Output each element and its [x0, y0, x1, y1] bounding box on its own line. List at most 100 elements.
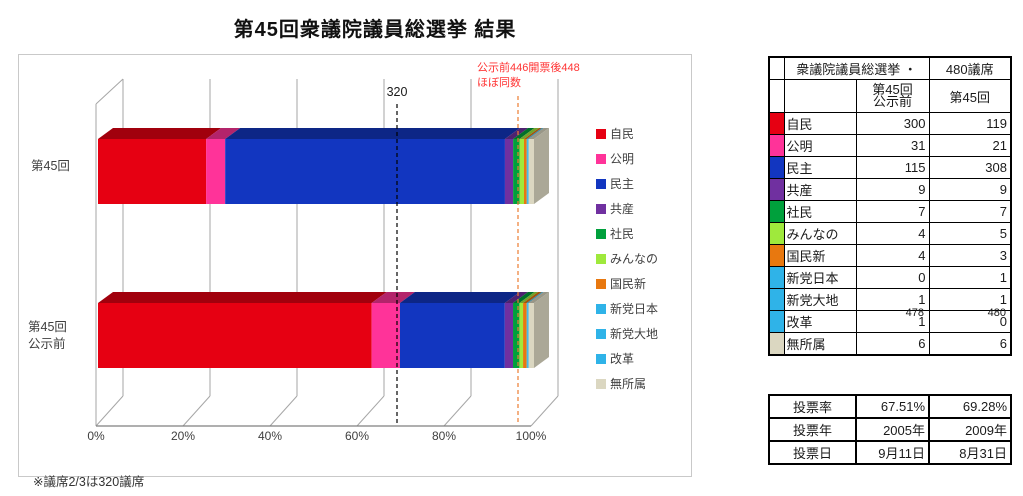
- legend-label: 共産: [610, 202, 635, 216]
- seats-after-cell: 5: [928, 222, 1012, 245]
- category-label-line2: 公示前: [28, 337, 66, 351]
- legend-item-無所属: 無所属: [596, 371, 688, 396]
- seats-table-label-header: [783, 79, 857, 113]
- legend-color-chip: [596, 228, 606, 239]
- seats-col-before-header: 第45回 公示前: [855, 79, 930, 113]
- coalition-annotation-line1: 公示前446開票後448: [477, 62, 580, 74]
- bar-segment-みんなの: [519, 139, 525, 204]
- vote-2005-cell: 67.51%: [855, 394, 930, 419]
- bar-segment-無所属: [528, 139, 534, 204]
- legend-color-chip: [596, 153, 606, 164]
- legend-color-chip: [596, 378, 606, 389]
- seats-before-cell: 4: [855, 244, 930, 267]
- seats-after-cell: 0: [928, 310, 1012, 333]
- bar-top-無所属: [528, 292, 549, 303]
- party-color-cell: [768, 244, 785, 267]
- seats-row-新党日本: 新党日本 0 1: [768, 266, 1012, 289]
- bar-segment-民主: [399, 303, 505, 368]
- legend-color-chip: [596, 178, 606, 189]
- bar-segment-自民: [98, 303, 372, 368]
- legend-item-共産: 共産: [596, 196, 688, 221]
- bar-top-公明: [371, 292, 415, 303]
- seats-after-cell: 3: [928, 244, 1012, 267]
- vote-2005-cell: 9月11日: [855, 440, 930, 465]
- bar-segment-共産: [504, 303, 514, 368]
- legend-label: 公明: [610, 152, 635, 166]
- party-name-cell: 国民新: [783, 244, 857, 267]
- legend-label: 自民: [610, 127, 635, 141]
- bar-segment-国民新: [523, 303, 527, 368]
- legend-color-chip: [596, 203, 606, 214]
- seats-row-社民: 社民 7 7: [768, 200, 1012, 223]
- bar-segment-共産: [504, 139, 514, 204]
- bar-top-みんなの: [519, 292, 539, 303]
- wall-top-slant: [95, 78, 124, 105]
- legend-label: 社民: [610, 227, 635, 241]
- category-label-line1: 第45回: [28, 320, 67, 334]
- seats-row-国民新: 国民新 4 3: [768, 244, 1012, 267]
- legend-item-自民: 自民: [596, 121, 688, 146]
- bar-top-公明: [206, 128, 241, 139]
- seats-after-cell: 21: [928, 134, 1012, 157]
- footnote: ※議席2/3は320議席: [33, 475, 145, 489]
- seats-after-cell: 119: [928, 112, 1012, 135]
- col-before-line1: 第45回: [872, 82, 913, 97]
- bar-segment-新党大地: [527, 139, 529, 204]
- legend-item-公明: 公明: [596, 146, 688, 171]
- party-name-cell: 社民: [783, 200, 857, 223]
- bar-top-国民新: [523, 292, 542, 303]
- party-name-cell: 無所属: [783, 332, 857, 356]
- legend-item-新党日本: 新党日本: [596, 296, 688, 321]
- seats-row-公明: 公明 31 21: [768, 134, 1012, 157]
- seats-row-無所属: 無所属 6 6: [768, 332, 1012, 356]
- seats-table-corner-cell: [768, 56, 785, 80]
- seats-before-cell: 31: [855, 134, 930, 157]
- coalition-annotation-line2: ほぼ同数: [477, 77, 521, 89]
- vote-row-1: 投票率 67.51% 69.28%: [768, 394, 1012, 419]
- legend-item-民主: 民主: [596, 171, 688, 196]
- party-color-cell: [768, 222, 785, 245]
- vote-label-cell: 投票年: [768, 417, 857, 442]
- party-color-cell: [768, 134, 785, 157]
- party-color-cell: [768, 178, 785, 201]
- legend-label: 改革: [610, 352, 635, 366]
- party-name-cell: 民主: [783, 156, 857, 179]
- bar-segment-改革: [527, 303, 529, 368]
- legend-color-chip: [596, 253, 606, 264]
- party-name-cell: 新党日本: [783, 266, 857, 289]
- legend-item-みんなの: みんなの: [596, 246, 688, 271]
- legend-label: 民主: [610, 177, 635, 191]
- party-name-cell: 新党大地: [783, 288, 857, 311]
- gridline-floor-slant: [356, 395, 385, 427]
- party-color-cell: [768, 266, 785, 289]
- coalition-annotation: 公示前446開票後448 ほぼ同数: [477, 61, 677, 91]
- bar-segment-新党日本: [526, 139, 528, 204]
- vote-stats-table: 投票率 67.51% 69.28% 投票年 2005年 2009年 投票日 9月11日 8月31…: [768, 394, 1012, 465]
- chart-container: 第45回 第45回 公示前 320 公示前446開票後448 ほぼ同数 0% 20% 4…: [18, 54, 692, 477]
- seats-row-共産: 共産 9 9: [768, 178, 1012, 201]
- bar-top-新党日本: [526, 128, 543, 139]
- seats-before-cell: 7: [855, 200, 930, 223]
- gridline-floor-slant: [182, 395, 211, 427]
- gridline-floor-slant: [443, 395, 472, 427]
- bar-top-社民: [513, 128, 535, 139]
- bar-segment-社民: [513, 139, 520, 204]
- legend: 自民 公明 民主 共産 社民 みんなの 国民新 新党日本 新党大地 改革 無所属: [596, 121, 688, 396]
- party-color-cell: [768, 310, 785, 333]
- bar-segment-公明: [206, 139, 226, 204]
- page-title: 第45回衆議院議員総選挙 結果: [233, 19, 517, 41]
- party-name-cell: 自民: [783, 112, 857, 135]
- legend-label: 無所属: [610, 377, 647, 391]
- vote-row-3: 投票日 9月11日 8月31日: [768, 440, 1012, 465]
- legend-color-chip: [596, 328, 606, 339]
- legend-label: 新党大地: [610, 327, 659, 341]
- x-tick-label: 80%: [431, 429, 457, 443]
- total-before: 478: [905, 307, 924, 319]
- seats-before-cell: 9: [855, 178, 930, 201]
- party-name-cell: 共産: [783, 178, 857, 201]
- bar-segment-無所属: [528, 303, 534, 368]
- bar-top-民主: [399, 292, 520, 303]
- seats-col-after-header: 第45回: [928, 79, 1012, 113]
- total-after: 480: [987, 307, 1006, 319]
- seats-after-cell: 7: [928, 200, 1012, 223]
